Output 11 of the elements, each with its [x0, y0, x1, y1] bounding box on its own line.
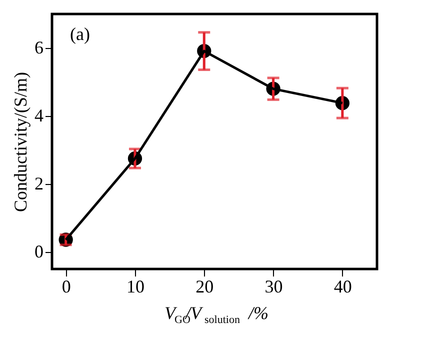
y-axis-title: Conductivity/(S/m) [10, 72, 30, 212]
y-tick-label: 0 [34, 242, 44, 262]
x-tick-label: 40 [334, 276, 352, 296]
y-tick-label: 2 [34, 174, 44, 194]
x-tick-label: 10 [126, 276, 144, 296]
x-tick-label: 20 [196, 276, 214, 296]
annotation: (a) [70, 24, 90, 44]
x-tick-label: 30 [264, 276, 283, 296]
x-tick-label: 0 [62, 276, 71, 296]
y-tick-label: 4 [34, 106, 44, 126]
y-tick-label: 6 [34, 38, 44, 58]
